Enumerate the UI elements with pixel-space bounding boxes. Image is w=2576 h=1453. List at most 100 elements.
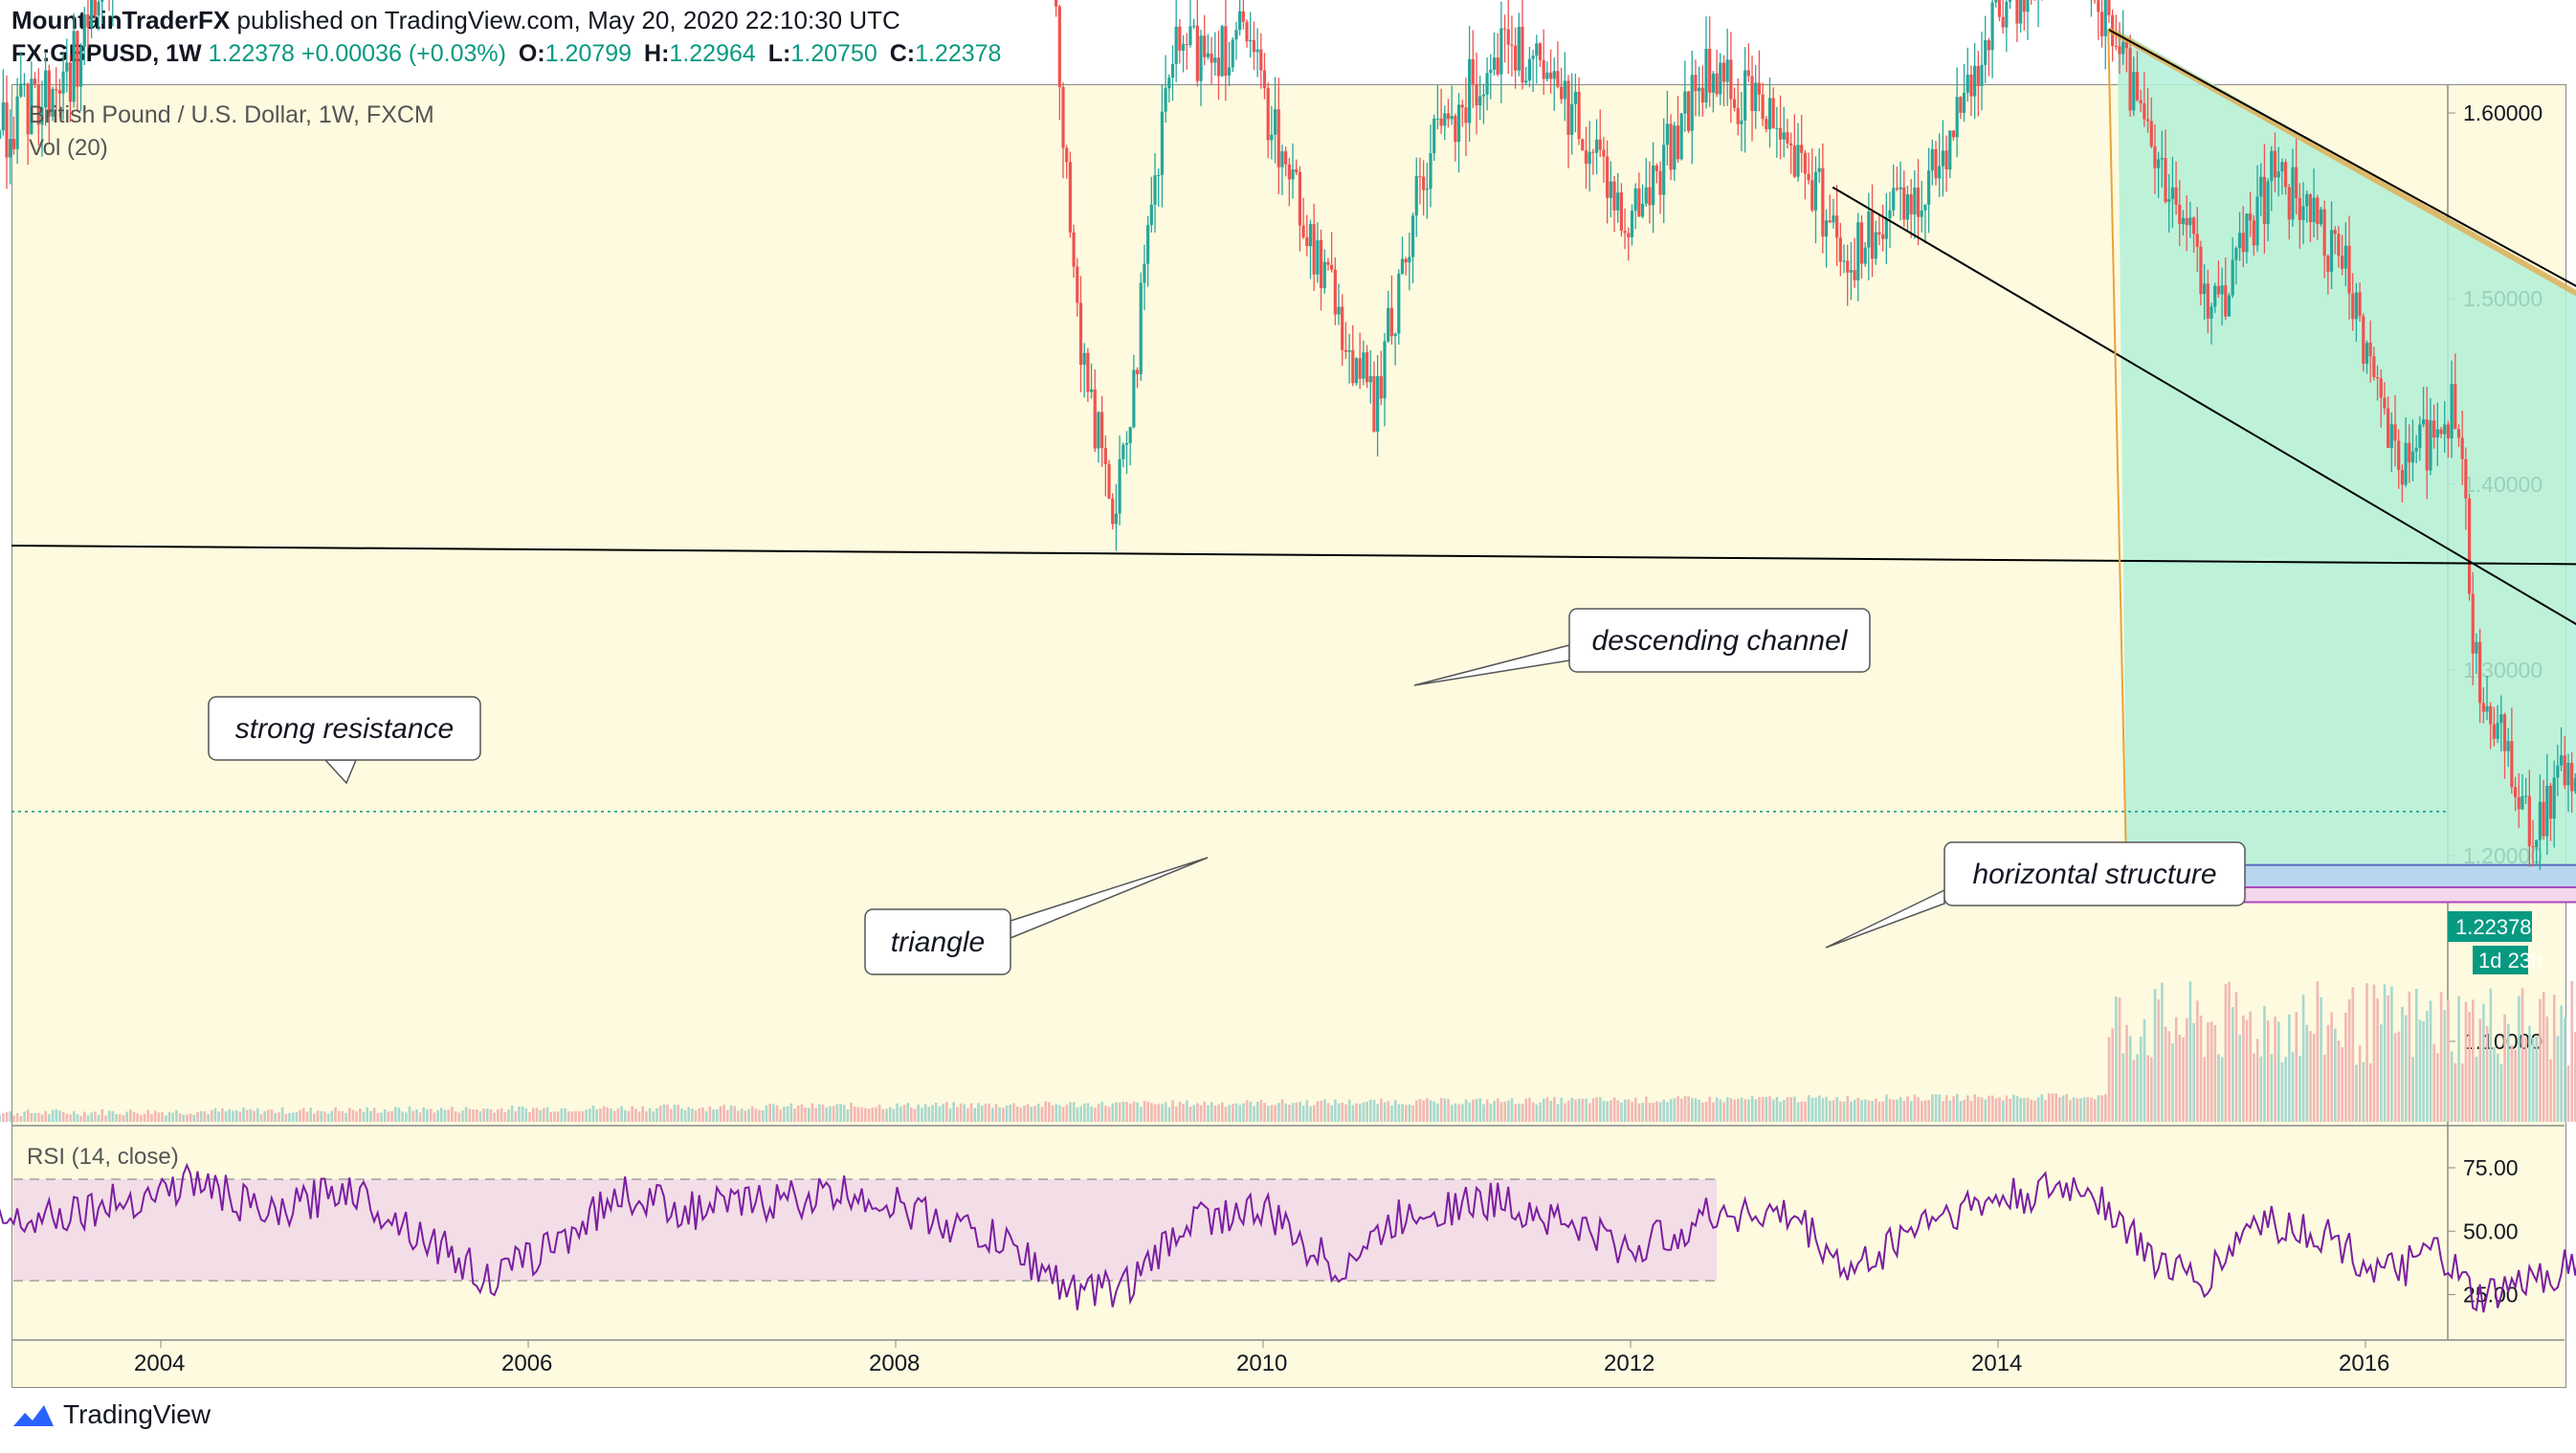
- callout-descending-channel[interactable]: descending channel: [1413, 608, 1871, 686]
- candle-body: [2255, 196, 2259, 246]
- volume-bar: [1115, 1102, 1118, 1122]
- volume-bar: [588, 1108, 591, 1122]
- channel-upper-line[interactable]: [2107, 28, 2576, 1017]
- volume-bar: [1002, 1107, 1005, 1122]
- candle-body: [30, 78, 33, 135]
- callout-strong-resistance-text: strong resistance: [235, 713, 454, 745]
- candle-body: [2231, 259, 2234, 296]
- volume-bar: [482, 1108, 485, 1122]
- volume-bar: [2358, 1045, 2362, 1122]
- candle-body: [2478, 641, 2482, 704]
- volume-bar: [2362, 1062, 2365, 1122]
- volume-bar: [1677, 1096, 1679, 1122]
- chart-title[interactable]: British Pound / U.S. Dollar, 1W, FXCM: [29, 101, 434, 128]
- volume-bar: [1856, 1097, 1860, 1122]
- volume-bar: [1167, 1107, 1171, 1122]
- volume-bar: [129, 1109, 132, 1122]
- rsi-legend[interactable]: RSI (14, close): [27, 1144, 179, 1170]
- candle-body: [1464, 107, 1468, 123]
- volume-legend[interactable]: Vol (20): [29, 135, 108, 161]
- candle-body: [1270, 134, 1274, 141]
- volume-bar: [1875, 1098, 1877, 1122]
- channel-lower-line[interactable]: [1832, 186, 2576, 1116]
- candle-body: [2354, 292, 2358, 320]
- volume-bar: [1966, 1095, 1969, 1122]
- volume-bar: [1959, 1101, 1963, 1122]
- volume-bar: [1510, 1098, 1514, 1122]
- volume-bar: [83, 1111, 86, 1122]
- volume-bar: [853, 1106, 856, 1122]
- candle-body: [1757, 82, 1761, 95]
- callout-strong-resistance[interactable]: strong resistance: [208, 696, 481, 785]
- volume-bar: [835, 1104, 839, 1122]
- volume-bar: [623, 1109, 627, 1122]
- volume-bar: [1005, 1106, 1009, 1122]
- volume-bar: [1422, 1100, 1426, 1122]
- volume-bar: [408, 1106, 411, 1122]
- volume-bar: [1839, 1101, 1842, 1122]
- volume-bar: [1263, 1103, 1266, 1122]
- callout-horizontal-structure[interactable]: horizontal structure: [1825, 841, 2246, 949]
- candle-body: [2143, 102, 2146, 120]
- resistance-line[interactable]: [11, 545, 2576, 571]
- candle-body: [2341, 256, 2344, 269]
- volume-bar: [977, 1103, 980, 1122]
- ohlc-line: FX:GBPUSD, 1W 1.22378 +0.00036 (+0.03%) …: [11, 40, 1001, 68]
- volume-bar: [2365, 983, 2368, 1122]
- candle-body: [1743, 70, 1747, 122]
- volume-bar: [2044, 1100, 2047, 1122]
- candle-body: [1846, 260, 1850, 273]
- candle-body: [1450, 116, 1454, 120]
- footer-brand[interactable]: TradingView: [11, 1399, 211, 1430]
- volume-bar: [1072, 1102, 1076, 1122]
- callout-triangle[interactable]: triangle: [864, 857, 1209, 975]
- candle-body: [2249, 213, 2253, 221]
- volume-bar: [2436, 1053, 2439, 1122]
- volume-bar: [2143, 1018, 2146, 1122]
- volume-bar: [2213, 1024, 2217, 1122]
- candle-body: [1535, 43, 1539, 56]
- callout-strong-resistance-pointer: [323, 759, 358, 785]
- candle-body: [2128, 48, 2132, 111]
- candle-body: [1496, 57, 1499, 75]
- candle-body: [1598, 139, 1602, 150]
- candle-body: [2333, 230, 2337, 235]
- candle-body: [2446, 424, 2450, 439]
- candle-body: [40, 107, 44, 125]
- candle-body: [1997, 0, 2002, 17]
- candle-body: [1683, 91, 1687, 114]
- volume-bar: [2178, 1035, 2182, 1122]
- volume-bar: [620, 1106, 623, 1122]
- volume-bar: [1015, 1106, 1019, 1122]
- volume-bar: [1789, 1097, 1793, 1122]
- volume-bar: [150, 1114, 153, 1122]
- volume-bar: [606, 1107, 610, 1122]
- volume-bar: [1493, 1101, 1496, 1122]
- last-price: 1.22378: [208, 40, 295, 67]
- volume-bar: [433, 1112, 436, 1122]
- candle-body: [1153, 175, 1157, 205]
- author-name[interactable]: MountainTraderFX: [11, 6, 231, 34]
- candle-body: [2496, 723, 2499, 739]
- volume-bar: [1832, 1100, 1835, 1122]
- volume-bar: [2161, 982, 2164, 1122]
- volume-bar: [1366, 1101, 1368, 1122]
- brand-name: TradingView: [63, 1399, 211, 1429]
- candle-body: [1602, 149, 1606, 157]
- volume-bar: [1259, 1100, 1263, 1122]
- candle-body: [2450, 384, 2454, 439]
- volume-bar: [2426, 1011, 2429, 1122]
- rsi-line[interactable]: [0, 1162, 2576, 1313]
- triangle-zone[interactable]: [2117, 29, 2576, 884]
- volume-bar: [255, 1107, 259, 1122]
- volume-bar: [1765, 1096, 1768, 1122]
- candle-body: [2216, 285, 2220, 295]
- volume-bar: [1055, 1104, 1058, 1122]
- volume-bar: [1157, 1104, 1161, 1122]
- volume-bar: [132, 1111, 136, 1122]
- candle-body: [1552, 71, 1556, 79]
- candle-body: [1174, 26, 1178, 64]
- triangle-left-edge[interactable]: [2107, 29, 2128, 884]
- candle-body: [1920, 210, 1923, 217]
